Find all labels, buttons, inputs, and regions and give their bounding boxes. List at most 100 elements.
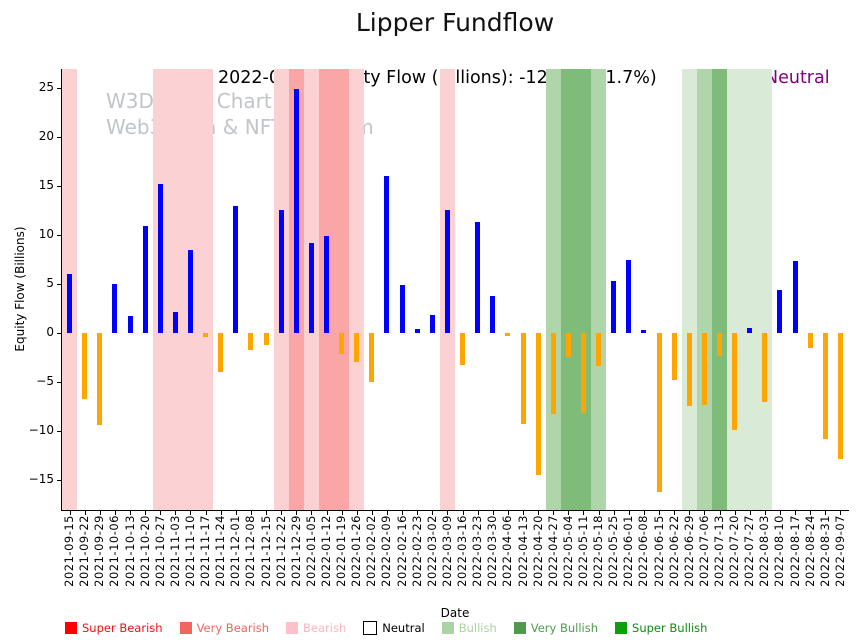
- x-tick-label: 2021-10-27: [152, 515, 167, 587]
- bar-2021-10-13: [127, 316, 133, 333]
- bar-2021-12-15: [263, 333, 269, 345]
- y-tick-label: 10: [38, 227, 54, 241]
- bar-2021-12-29: [293, 88, 299, 333]
- x-tick-mark: [568, 511, 570, 515]
- x-axis-label: Date: [440, 606, 470, 620]
- x-tick-label: 2022-06-22: [666, 515, 681, 587]
- bar-2021-12-01: [233, 205, 239, 333]
- bar-2022-07-13: [717, 333, 723, 356]
- legend-swatch: [441, 622, 454, 634]
- x-tick-label: 2022-06-29: [681, 515, 696, 587]
- x-tick-label: 2022-03-23: [470, 515, 485, 587]
- x-tick-label: 2021-11-24: [213, 515, 228, 587]
- x-tick-mark: [643, 511, 645, 515]
- x-tick-label: 2022-06-01: [621, 515, 636, 587]
- sentiment-band-bullish: [696, 69, 712, 510]
- bar-2021-12-08: [248, 333, 254, 350]
- status-badge: Neutral: [765, 68, 830, 88]
- bar-2021-10-20: [142, 226, 148, 333]
- x-tick-mark: [220, 511, 222, 515]
- x-tick-label: 2022-03-02: [424, 515, 439, 587]
- bar-2021-11-24: [218, 333, 224, 373]
- bar-2021-09-29: [97, 333, 103, 426]
- x-tick-label: 2022-03-09: [439, 515, 454, 587]
- sentiment-band-very-bullish: [711, 69, 728, 510]
- bar-2022-03-02: [429, 315, 435, 333]
- x-tick-label: 2021-09-29: [92, 515, 107, 587]
- x-tick-mark: [749, 511, 751, 515]
- x-tick-mark: [674, 511, 676, 515]
- y-tick-mark: [57, 137, 61, 138]
- x-tick-label: 2022-04-20: [530, 515, 545, 587]
- x-tick-mark: [266, 511, 268, 515]
- x-tick-label: 2022-07-06: [696, 515, 711, 587]
- x-tick-mark: [447, 511, 449, 515]
- bar-2022-06-08: [641, 330, 647, 333]
- bar-2021-11-17: [203, 333, 209, 337]
- x-tick-label: 2022-08-24: [802, 515, 817, 587]
- bar-2021-09-15: [67, 274, 73, 333]
- x-tick-label: 2022-06-15: [651, 515, 666, 587]
- x-tick-label: 2022-01-12: [319, 515, 334, 587]
- bar-2022-04-27: [550, 333, 556, 415]
- x-tick-mark: [235, 511, 237, 515]
- bar-2022-06-29: [686, 333, 692, 406]
- x-tick-label: 2021-09-22: [77, 515, 92, 587]
- x-tick-mark: [402, 511, 404, 515]
- plot-area: [62, 69, 848, 510]
- y-tick-mark: [57, 186, 61, 187]
- legend-swatch: [179, 622, 192, 634]
- x-tick-label: 2022-07-20: [727, 515, 742, 587]
- x-tick-mark: [704, 511, 706, 515]
- legend-label: Very Bearish: [196, 621, 270, 635]
- y-tick-mark: [57, 333, 61, 334]
- sentiment-band-very-bearish: [318, 69, 350, 510]
- x-tick-mark: [281, 511, 283, 515]
- x-tick-label: 2022-04-27: [545, 515, 560, 587]
- x-tick-label: 2022-08-31: [817, 515, 832, 587]
- x-tick-mark: [689, 511, 691, 515]
- y-tick-mark: [57, 382, 61, 383]
- x-tick-mark: [613, 511, 615, 515]
- bar-2022-05-11: [580, 333, 586, 414]
- x-tick-mark: [205, 511, 207, 515]
- x-tick-mark: [69, 511, 71, 515]
- bar-2022-03-16: [460, 333, 466, 366]
- x-axis-spine: [61, 510, 849, 511]
- bar-2022-05-25: [611, 281, 617, 333]
- bar-2022-07-06: [701, 333, 707, 405]
- bar-2021-11-10: [187, 249, 193, 333]
- y-tick-mark: [57, 284, 61, 285]
- y-tick-mark: [57, 88, 61, 89]
- x-tick-mark: [507, 511, 509, 515]
- sentiment-band-bullish: [727, 69, 773, 510]
- x-tick-label: 2022-02-16: [394, 515, 409, 587]
- x-tick-mark: [734, 511, 736, 515]
- bar-2021-09-22: [82, 333, 88, 399]
- x-tick-label: 2021-10-20: [137, 515, 152, 587]
- y-tick-mark: [57, 431, 61, 432]
- bar-2022-02-02: [369, 333, 375, 382]
- sentiment-band-bullish: [681, 69, 697, 510]
- x-tick-mark: [432, 511, 434, 515]
- x-tick-label: 2021-12-01: [228, 515, 243, 587]
- y-tick-label: −5: [36, 374, 54, 388]
- x-tick-label: 2022-02-23: [409, 515, 424, 587]
- legend: Super Bearish Very Bearish Bearish Neutral B…: [65, 618, 805, 638]
- bar-2022-04-20: [535, 333, 541, 476]
- x-tick-label: 2022-03-30: [485, 515, 500, 587]
- y-tick-label: 0: [46, 325, 54, 339]
- legend-label: Bullish: [458, 621, 497, 635]
- bar-2022-06-15: [656, 333, 662, 492]
- x-tick-label: 2022-02-09: [379, 515, 394, 587]
- x-tick-mark: [719, 511, 721, 515]
- legend-swatch: [615, 622, 628, 634]
- bar-2022-05-18: [596, 333, 602, 367]
- legend-swatch: [363, 621, 378, 635]
- x-tick-mark: [628, 511, 630, 515]
- bar-2022-08-10: [777, 289, 783, 333]
- x-tick-mark: [341, 511, 343, 515]
- x-tick-mark: [190, 511, 192, 515]
- legend-swatch: [286, 622, 299, 634]
